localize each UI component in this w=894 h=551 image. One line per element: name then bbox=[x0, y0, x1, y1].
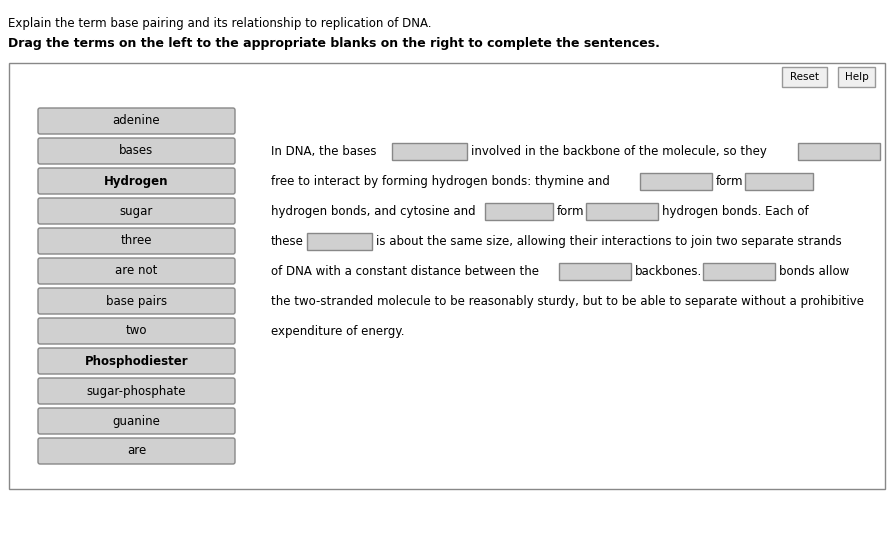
Text: sugar-phosphate: sugar-phosphate bbox=[87, 385, 186, 397]
Text: is about the same size, allowing their interactions to join two separate strands: is about the same size, allowing their i… bbox=[376, 235, 842, 248]
FancyBboxPatch shape bbox=[586, 203, 658, 220]
Text: Drag the terms on the left to the appropriate blanks on the right to complete th: Drag the terms on the left to the approp… bbox=[8, 37, 660, 50]
Text: base pairs: base pairs bbox=[105, 294, 167, 307]
FancyBboxPatch shape bbox=[38, 348, 235, 374]
Text: these: these bbox=[271, 235, 304, 248]
FancyBboxPatch shape bbox=[485, 203, 553, 220]
Text: bonds allow: bonds allow bbox=[779, 265, 849, 278]
Text: involved in the backbone of the molecule, so they: involved in the backbone of the molecule… bbox=[471, 145, 767, 158]
FancyBboxPatch shape bbox=[38, 228, 235, 254]
Text: are: are bbox=[127, 445, 146, 457]
FancyBboxPatch shape bbox=[838, 67, 875, 87]
Text: form: form bbox=[557, 205, 585, 218]
FancyBboxPatch shape bbox=[559, 263, 631, 280]
FancyBboxPatch shape bbox=[782, 67, 827, 87]
Text: Phosphodiester: Phosphodiester bbox=[85, 354, 189, 368]
FancyBboxPatch shape bbox=[38, 258, 235, 284]
Text: free to interact by forming hydrogen bonds: thymine and: free to interact by forming hydrogen bon… bbox=[271, 175, 610, 188]
Text: hydrogen bonds. Each of: hydrogen bonds. Each of bbox=[662, 205, 809, 218]
Text: Explain the term base pairing and its relationship to replication of DNA.: Explain the term base pairing and its re… bbox=[8, 17, 432, 30]
Text: bases: bases bbox=[120, 144, 154, 158]
FancyBboxPatch shape bbox=[38, 408, 235, 434]
FancyBboxPatch shape bbox=[38, 438, 235, 464]
Text: sugar: sugar bbox=[120, 204, 153, 218]
Text: the two-stranded molecule to be reasonably sturdy, but to be able to separate wi: the two-stranded molecule to be reasonab… bbox=[271, 295, 864, 308]
FancyBboxPatch shape bbox=[798, 143, 880, 160]
FancyBboxPatch shape bbox=[38, 318, 235, 344]
Text: three: three bbox=[121, 235, 152, 247]
FancyBboxPatch shape bbox=[9, 63, 885, 489]
FancyBboxPatch shape bbox=[38, 108, 235, 134]
FancyBboxPatch shape bbox=[38, 168, 235, 194]
Text: guanine: guanine bbox=[113, 414, 160, 428]
Text: Reset: Reset bbox=[790, 72, 819, 82]
Text: of DNA with a constant distance between the: of DNA with a constant distance between … bbox=[271, 265, 539, 278]
Text: adenine: adenine bbox=[113, 115, 160, 127]
Text: are not: are not bbox=[115, 264, 157, 278]
FancyBboxPatch shape bbox=[392, 143, 467, 160]
Text: Help: Help bbox=[845, 72, 868, 82]
FancyBboxPatch shape bbox=[640, 173, 712, 190]
FancyBboxPatch shape bbox=[38, 378, 235, 404]
Text: hydrogen bonds, and cytosine and: hydrogen bonds, and cytosine and bbox=[271, 205, 476, 218]
FancyBboxPatch shape bbox=[307, 233, 372, 250]
FancyBboxPatch shape bbox=[703, 263, 775, 280]
FancyBboxPatch shape bbox=[38, 138, 235, 164]
Text: backbones.: backbones. bbox=[635, 265, 703, 278]
Text: Hydrogen: Hydrogen bbox=[105, 175, 169, 187]
Text: expenditure of energy.: expenditure of energy. bbox=[271, 325, 404, 338]
Text: In DNA, the bases: In DNA, the bases bbox=[271, 145, 376, 158]
Text: two: two bbox=[126, 325, 148, 338]
FancyBboxPatch shape bbox=[745, 173, 813, 190]
FancyBboxPatch shape bbox=[38, 198, 235, 224]
FancyBboxPatch shape bbox=[38, 288, 235, 314]
Text: form: form bbox=[716, 175, 744, 188]
